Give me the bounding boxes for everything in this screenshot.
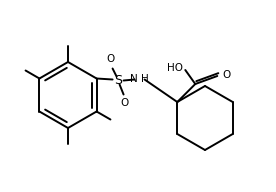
Text: O: O xyxy=(222,70,230,80)
Text: N: N xyxy=(130,74,137,84)
Text: H: H xyxy=(140,74,148,84)
Text: O: O xyxy=(120,98,129,108)
Text: HO: HO xyxy=(167,63,183,73)
Text: S: S xyxy=(115,74,123,87)
Text: O: O xyxy=(107,55,115,65)
